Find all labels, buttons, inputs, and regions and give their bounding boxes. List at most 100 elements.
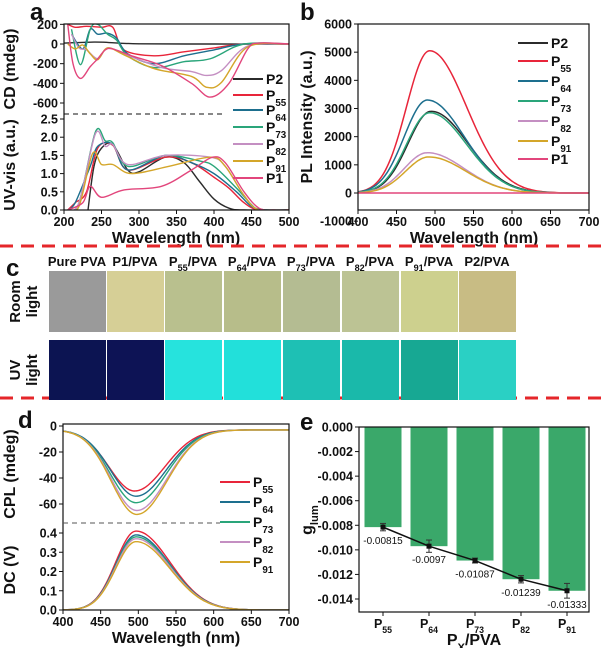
label-base: P — [228, 254, 237, 269]
legend-item: P2 — [233, 71, 283, 87]
x-axis-title: Wavelength (nm) — [112, 230, 240, 247]
x-tick-label: 450 — [241, 215, 262, 229]
sample-label: P2/PVA — [464, 254, 510, 269]
label-subscript: 55 — [560, 64, 571, 75]
y-tick-label: 2.0 — [41, 131, 58, 145]
sample-photo-sheen — [283, 340, 340, 400]
legend-label: P91 — [253, 554, 274, 576]
label-base: P — [420, 617, 428, 631]
legend-item: P82 — [518, 113, 572, 135]
y-tick-label: 1.0 — [41, 167, 58, 181]
legend-label: P1 — [551, 151, 568, 167]
y-tick-label: 0.2 — [40, 565, 57, 579]
bar-P82 — [502, 427, 540, 580]
label-subscript: 55 — [382, 625, 392, 635]
legend-label: P1 — [266, 170, 283, 186]
y-tick-label: 0.0 — [40, 604, 57, 618]
x-tick-label: 550 — [463, 215, 484, 229]
data-label: -0.0097 — [412, 555, 446, 566]
legend-item: P55 — [220, 474, 274, 496]
x-tick-label: 350 — [166, 215, 187, 229]
label-rest: /PVA — [424, 254, 454, 269]
y-axis-title: CPL (mdeg) — [2, 429, 19, 518]
y-tick-label: 0.000 — [322, 421, 353, 435]
label-base: P — [253, 494, 262, 510]
sample-label: P1/PVA — [112, 254, 158, 269]
label-base: P — [466, 617, 474, 631]
x-tick-label: 500 — [279, 215, 300, 229]
x-tick-label: 300 — [129, 215, 150, 229]
legend-item: P73 — [518, 93, 572, 115]
legend-item: P91 — [233, 153, 287, 175]
sample-photo-sheen — [342, 340, 399, 400]
label-subscript: 64 — [237, 263, 248, 273]
label-subscript: 64 — [275, 113, 286, 124]
row-label-line: Room — [7, 280, 24, 323]
label-subscript: 64 — [262, 505, 273, 516]
sample-label: P91/PVA — [405, 254, 454, 273]
bar-P91 — [548, 427, 586, 591]
x-tick-label: P64 — [420, 617, 438, 635]
x-tick-label: P82 — [512, 617, 530, 635]
plot-frame-e — [358, 426, 590, 613]
x-tick-label: P55 — [374, 617, 392, 635]
sample-photo-sheen — [224, 340, 281, 400]
label-subscript: 82 — [560, 124, 571, 135]
cd-line-P55 — [67, 24, 289, 57]
uv-line-P73 — [67, 127, 289, 210]
x-tick-label: P73 — [466, 617, 484, 635]
label-base: P — [169, 254, 178, 269]
y-tick-label: 200 — [37, 18, 58, 32]
bar-P73 — [456, 427, 494, 561]
sample-photo-sheen — [342, 271, 399, 332]
y-tick-label: -20 — [39, 446, 57, 460]
row-label: UVlight — [7, 354, 41, 386]
bar-P64 — [410, 427, 448, 547]
sample-photo-sheen — [224, 271, 281, 332]
label-base: P — [551, 73, 560, 89]
y-axis-title: PL Intensity (a.u.) — [299, 50, 316, 183]
legend-label: P73 — [266, 119, 287, 141]
y-tick-label: -0.008 — [318, 519, 353, 533]
uv-line-P1 — [67, 156, 289, 210]
legend-label: P64 — [551, 73, 572, 95]
label-base: P — [253, 534, 262, 550]
label-base: P — [447, 632, 458, 648]
uv-line-P91 — [67, 151, 289, 210]
label-base: P — [558, 617, 566, 631]
label-base: P — [253, 474, 262, 490]
label-base: P — [253, 554, 262, 570]
legend-item: P1 — [518, 151, 568, 167]
legend-label: P64 — [266, 102, 287, 124]
label-subscript: 82 — [262, 545, 273, 556]
sample-label: Pure PVA — [48, 254, 107, 269]
x-axis-title: PX/PVA — [447, 632, 502, 648]
label-base: P — [266, 119, 275, 135]
y-tick-label: -0.004 — [318, 470, 353, 484]
sample-label: P82/PVA — [346, 254, 395, 273]
sample-photo-sheen — [49, 271, 106, 332]
label-base: P — [266, 153, 275, 169]
data-point — [564, 588, 570, 594]
label-base: P — [266, 87, 275, 103]
label-base: P — [374, 617, 382, 631]
panel-letter: b — [300, 0, 315, 26]
y-tick-label: -0.010 — [318, 543, 353, 557]
y-tick-label: 0 — [51, 38, 58, 52]
x-tick-label: 400 — [348, 215, 369, 229]
y-tick-label: 0 — [345, 187, 352, 201]
bar-P55 — [364, 427, 402, 528]
cd-line-P82 — [70, 33, 289, 77]
x-tick-label: P91 — [558, 617, 576, 635]
legend-item: P91 — [220, 554, 274, 576]
cd-line-P91 — [67, 42, 289, 89]
x-tick-label: 600 — [502, 215, 523, 229]
data-label: -0.01239 — [501, 588, 541, 599]
uv-line-P55 — [67, 141, 289, 210]
y-axis-title: UV-vis (a.u.) — [2, 119, 19, 211]
legend-item: P73 — [220, 514, 274, 536]
label-base: P — [551, 113, 560, 129]
label-subscript: 91 — [275, 164, 286, 175]
y-tick-label: 2000 — [324, 130, 352, 144]
legend-label: P91 — [266, 153, 287, 175]
